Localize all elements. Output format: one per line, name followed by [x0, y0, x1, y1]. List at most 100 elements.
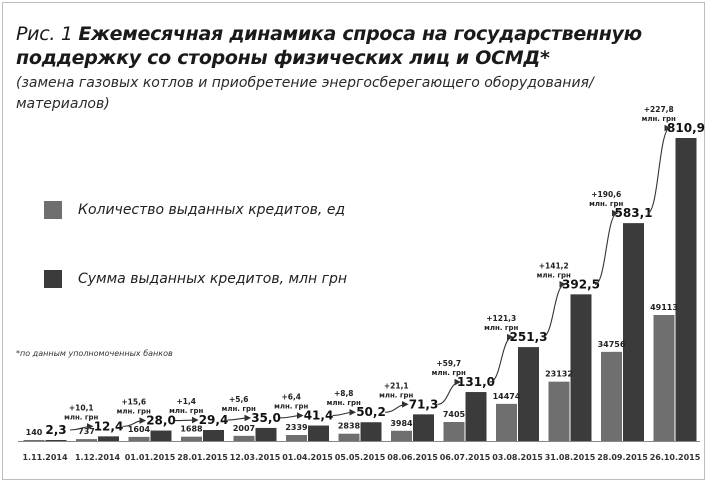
sum-bar: [570, 294, 592, 441]
count-bar: [338, 433, 360, 441]
count-data-label: 34756: [598, 340, 626, 349]
increment-arrow: [437, 378, 462, 405]
increment-arrow: [174, 416, 199, 424]
legend-label-sum: Сумма выданных кредитов, млн грн: [78, 271, 347, 287]
legend-swatch-count: [44, 201, 62, 219]
sum-bar: [518, 347, 539, 441]
count-data-label: 2838: [338, 422, 361, 431]
increment-label: +10,1: [69, 403, 94, 412]
sum-bar: [150, 430, 172, 441]
increment-unit-label: млн. грн: [169, 407, 203, 415]
increment-unit-label: млн. грн: [589, 200, 623, 208]
increment-unit-label: млн. грн: [379, 391, 413, 399]
count-data-label: 1604: [128, 425, 151, 434]
count-data-label: 7405: [443, 410, 466, 419]
count-bar: [181, 436, 202, 441]
sum-data-label: 41,4: [304, 409, 334, 423]
figure-number: Рис. 1: [16, 23, 73, 45]
increment-label: +1,4: [176, 397, 196, 406]
footnote: *по данным уполномоченных банков: [16, 349, 173, 358]
sum-data-label: 71,3: [409, 397, 439, 411]
increment-arrow: [647, 124, 672, 214]
sum-bar: [255, 427, 277, 441]
sum-data-label: 2,3: [45, 423, 66, 437]
count-bar: [601, 351, 622, 441]
increment-arrow: [227, 414, 252, 422]
x-tick-label: 01.04.2015: [282, 453, 333, 462]
increment-unit-label: млн. грн: [64, 413, 98, 421]
increment-unit-label: млн. грн: [484, 324, 518, 332]
x-tick-label: 31.08.2015: [545, 453, 596, 462]
count-data-label: 140: [26, 428, 43, 437]
increment-arrow: [384, 401, 409, 413]
sum-bar: [203, 430, 224, 441]
x-tick-label: 28.09.2015: [597, 453, 648, 462]
sum-data-label: 35,0: [251, 411, 281, 425]
increment-label: +5,6: [229, 395, 249, 404]
increment-label: +121,3: [486, 314, 516, 323]
increment-label: +141,2: [539, 261, 569, 270]
sum-data-label: 12,4: [94, 419, 124, 433]
increment-arrow: [542, 281, 567, 338]
x-tick-label: 1.11.2014: [22, 453, 67, 462]
x-tick-label: 26.10.2015: [650, 453, 701, 462]
count-data-label: 1688: [180, 425, 203, 434]
x-tick-label: 1.12.2014: [75, 453, 120, 462]
sum-bar: [675, 138, 697, 441]
sum-data-label: 810,9: [667, 121, 705, 135]
count-bar: [496, 403, 517, 441]
increment-label: +8,8: [334, 389, 354, 398]
count-bar: [76, 439, 97, 441]
sum-bar: [98, 436, 119, 441]
increment-label: +21,1: [384, 381, 409, 390]
legend-swatch-sum: [44, 270, 62, 288]
increment-unit-label: млн. грн: [117, 408, 151, 416]
chart-title-main: Ежемесячная динамика спроса на государст…: [16, 23, 642, 69]
count-bar: [391, 430, 412, 441]
chart-frame: [2, 2, 705, 480]
count-data-label: 23132: [545, 370, 573, 379]
x-tick-label: 08.06.2015: [387, 453, 438, 462]
x-tick-label: 28.01.2015: [177, 453, 228, 462]
increment-label: +6,4: [281, 393, 301, 402]
sum-bar: [413, 414, 434, 441]
sum-bar: [45, 440, 67, 441]
x-tick-label: 05.05.2015: [335, 453, 386, 462]
sum-bar: [465, 392, 487, 441]
count-data-label: 2007: [233, 424, 255, 433]
increment-arrow: [69, 423, 94, 431]
sum-data-label: 50,2: [356, 405, 386, 419]
count-data-label: 14474: [493, 392, 521, 401]
increment-label: +15,6: [121, 398, 146, 407]
x-tick-label: 06.07.2015: [440, 453, 491, 462]
chart-title: Рис. 1 Ежемесячная динамика спроса на го…: [16, 22, 656, 70]
count-bar: [233, 435, 255, 441]
sum-data-label: 392,5: [562, 277, 600, 291]
title-block: Рис. 1 Ежемесячная динамика спроса на го…: [16, 22, 656, 115]
increment-label: +59,7: [436, 359, 461, 368]
increment-unit-label: млн. грн: [432, 369, 466, 377]
count-bar: [653, 315, 675, 441]
x-tick-label: 03.08.2015: [492, 453, 543, 462]
increment-arrow: [122, 417, 147, 427]
sum-data-label: 131,0: [457, 375, 495, 389]
increment-unit-label: млн. грн: [222, 405, 256, 413]
increment-unit-label: млн. грн: [537, 271, 571, 279]
count-data-label: 737: [78, 427, 95, 436]
increment-arrow: [279, 412, 304, 419]
increment-arrow: [332, 408, 357, 417]
count-bar: [286, 434, 307, 441]
sum-bar: [308, 425, 329, 441]
increment-unit-label: млн. грн: [274, 403, 308, 411]
increment-arrow: [594, 209, 619, 285]
count-data-label: 3984: [390, 419, 413, 428]
count-bar: [128, 436, 150, 441]
count-data-label: 2339: [285, 423, 308, 432]
legend-item-count: Количество выданных кредитов, ед: [44, 201, 345, 219]
chart-subtitle: (замена газовых котлов и приобретение эн…: [16, 75, 594, 112]
increment-label: +190,6: [591, 190, 621, 199]
increment-label: +227,8: [644, 105, 674, 114]
count-bar: [23, 440, 45, 441]
sum-data-label: 583,1: [615, 206, 653, 220]
